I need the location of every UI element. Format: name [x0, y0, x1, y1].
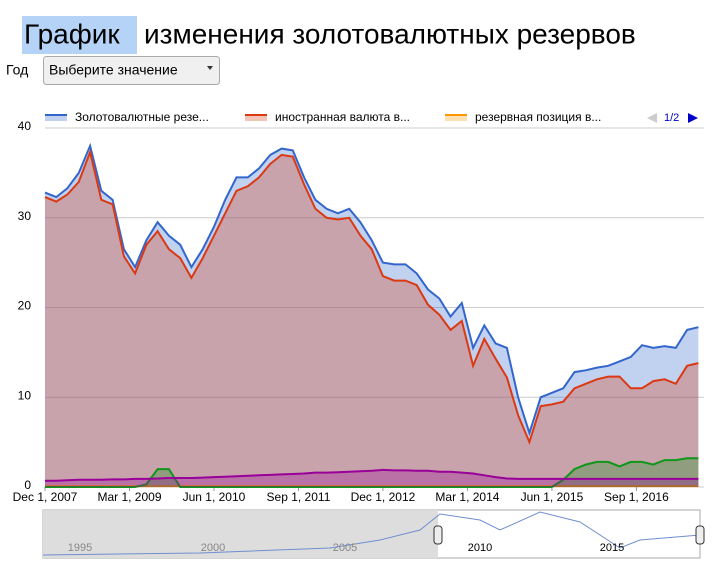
selection-highlight — [22, 16, 137, 54]
x-tick-label: Mar 1, 2009 — [97, 490, 161, 504]
navigator-handle[interactable] — [695, 525, 705, 545]
y-tick-label: 40 — [18, 119, 32, 133]
x-tick-label: Sep 1, 2016 — [604, 490, 669, 504]
x-tick-label: Dec 1, 2007 — [13, 490, 78, 504]
series-area — [45, 145, 699, 487]
navigator-label: 1995 — [68, 542, 92, 554]
legend-prev[interactable] — [647, 113, 657, 123]
x-tick-label: Dec 1, 2012 — [351, 490, 416, 504]
x-tick-label: Jun 1, 2015 — [521, 490, 584, 504]
series-area — [45, 152, 699, 487]
legend-label: иностранная валюта в... — [275, 110, 410, 124]
legend-label: Золотовалютные резе... — [75, 110, 209, 124]
plot: 0 10 20 30 40 Dec 1, 2007 Mar 1, 2009 Jun 1, 20… — [13, 119, 704, 504]
legend-swatch — [245, 115, 267, 121]
series-line — [44, 142, 699, 437]
title: изменения золотовалютных резервов — [144, 18, 636, 49]
navigator-label: 2005 — [333, 542, 357, 554]
y-tick-label: 10 — [18, 388, 32, 402]
legend-swatch — [45, 115, 67, 121]
legend-page: 1/2 — [664, 112, 679, 124]
navigator-label: 2010 — [468, 542, 492, 554]
legend-next[interactable] — [688, 113, 698, 123]
series-line — [45, 468, 699, 482]
y-tick-label: 20 — [18, 299, 32, 313]
year-select-text: Выберите значение — [49, 62, 178, 78]
x-tick-label: Jun 1, 2010 — [183, 490, 246, 504]
series-line — [45, 457, 699, 488]
x-tick-label: Mar 1, 2014 — [435, 490, 499, 504]
legend: Золотовалютные резе... иностранная валюта… — [45, 110, 601, 124]
navigator-shade — [43, 510, 438, 558]
y-tick-label: 30 — [18, 209, 32, 223]
select-arrow — [207, 66, 213, 70]
navigator-line — [42, 511, 701, 556]
series-area — [45, 458, 699, 487]
navigator-handle[interactable] — [433, 525, 443, 545]
navigator: 1995 2000 2005 2010 2015 — [42, 509, 705, 559]
x-tick-label: Sep 1, 2011 — [267, 490, 331, 504]
title-selected: График — [24, 18, 120, 49]
y-tick-label: 0 — [24, 478, 31, 492]
year-select[interactable] — [43, 56, 220, 85]
legend-swatch — [445, 115, 467, 121]
legend-label: резервная позиция в... — [475, 110, 601, 124]
navigator-label: 2015 — [600, 542, 624, 554]
navigator-label: 2000 — [201, 542, 225, 554]
series-line — [44, 148, 699, 446]
year-label: Год — [6, 62, 28, 78]
series-area — [45, 469, 699, 487]
